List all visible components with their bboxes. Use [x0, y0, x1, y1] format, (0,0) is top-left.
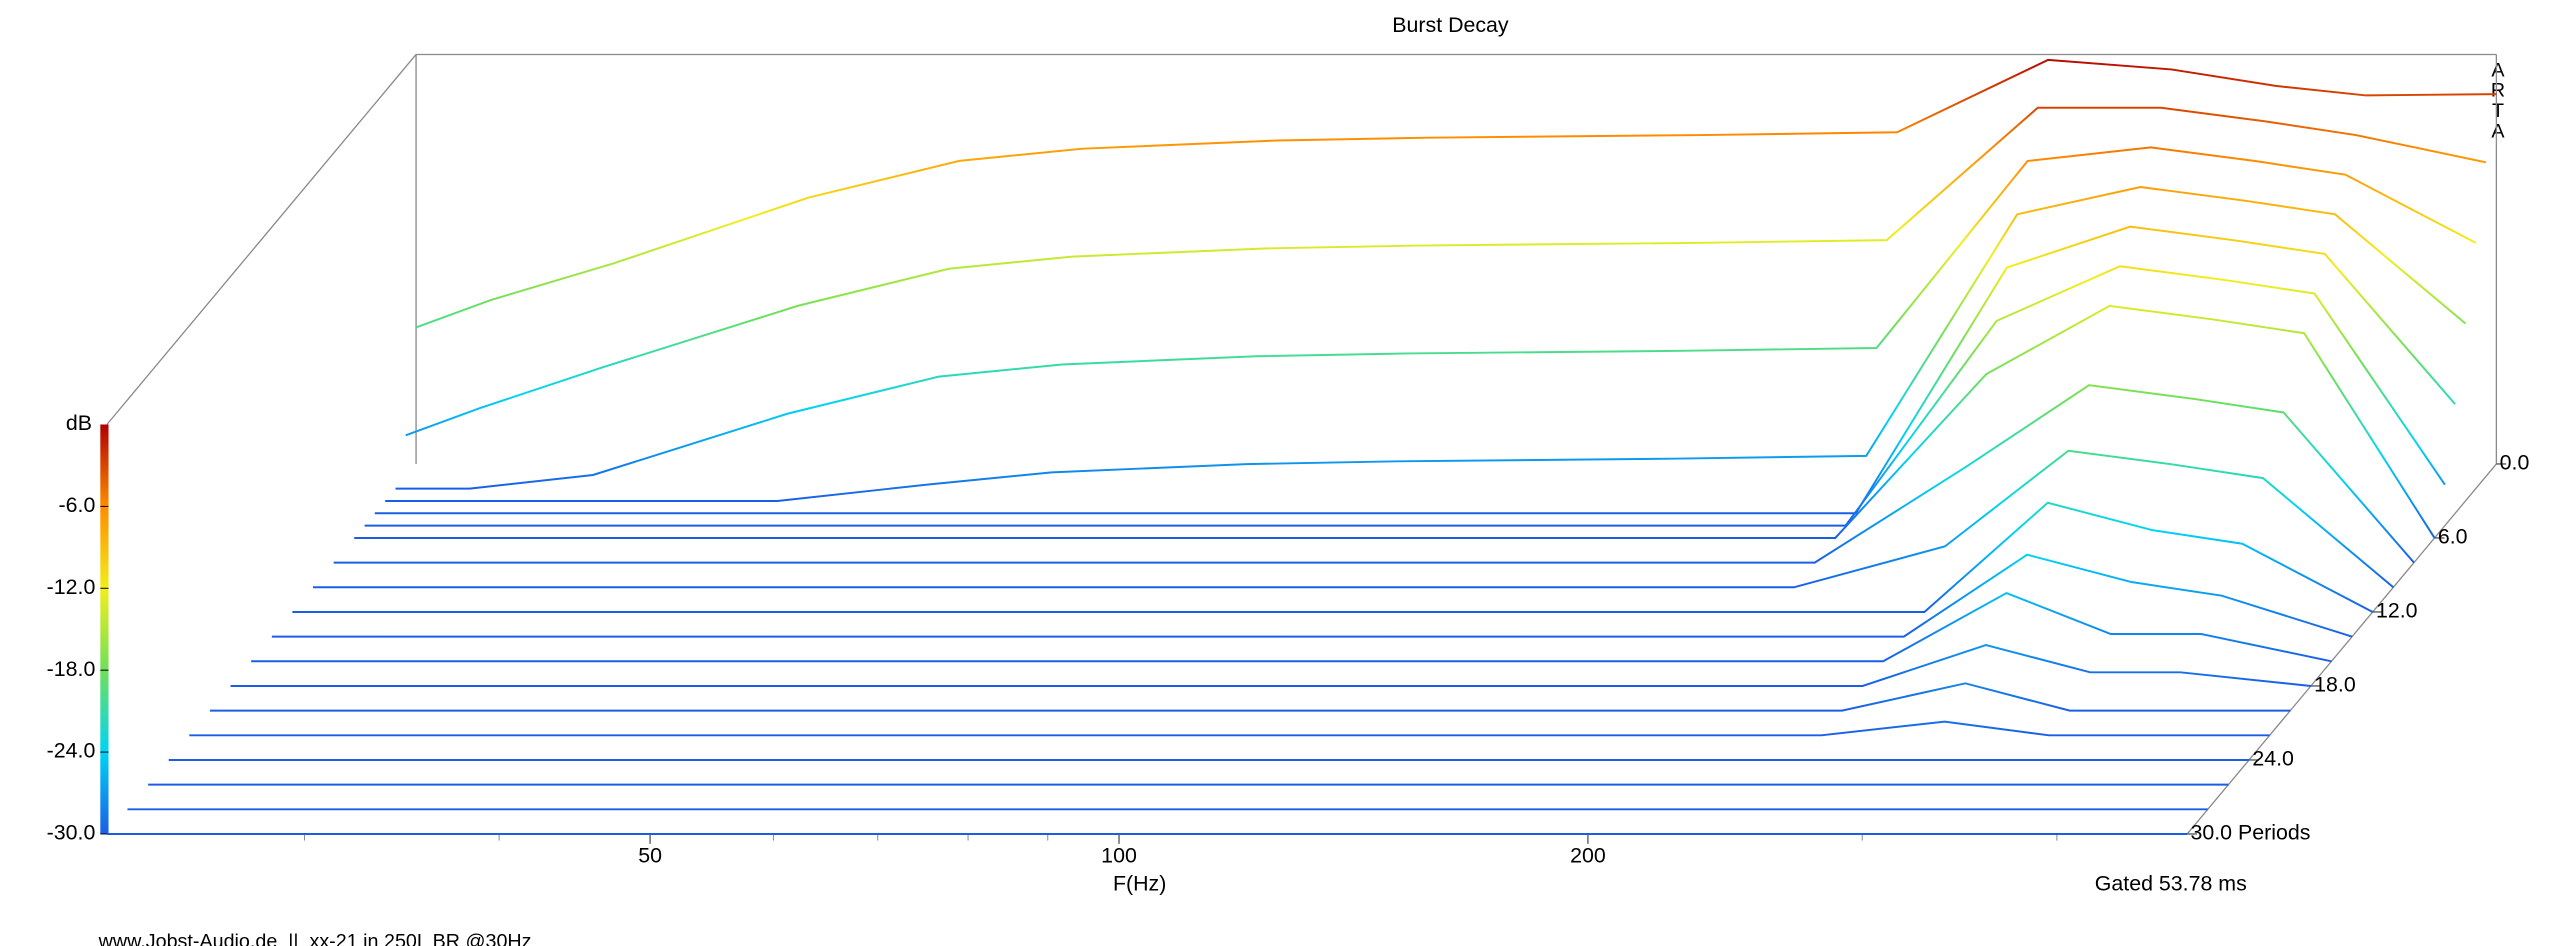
decay-slice — [210, 682, 2291, 712]
decay-slice — [395, 146, 2477, 490]
gate-note: Gated 53.78 ms — [2095, 872, 2247, 896]
z-tick-label: 18.0 — [2314, 673, 2356, 697]
y-tick-label: -18.0 — [47, 657, 96, 681]
x-axis-label: F(Hz) — [1113, 872, 1166, 896]
decay-slice — [364, 265, 2446, 527]
x-tick-label: 50 — [638, 844, 662, 868]
decay-slice — [251, 591, 2332, 663]
decay-slice — [312, 449, 2394, 589]
z-axis-line — [2186, 463, 2497, 835]
y-tick-label: -6.0 — [59, 493, 96, 517]
z-tick-label: 0.0 — [2500, 451, 2530, 475]
z-tick-label: 24.0 — [2252, 747, 2294, 771]
colorbar-label: dB — [66, 411, 92, 435]
decay-slice — [354, 304, 2436, 539]
decay-slice — [292, 501, 2374, 613]
y-tick-label: -30.0 — [47, 821, 96, 845]
decay-slice — [271, 553, 2353, 638]
y-tick-label: -12.0 — [47, 575, 96, 599]
decay-slice — [189, 720, 2270, 737]
decay-slice — [230, 643, 2311, 687]
z-tick-label: 12.0 — [2376, 599, 2418, 623]
colorbar — [100, 424, 109, 834]
z-tick-label: 30.0 Periods — [2190, 821, 2310, 845]
frame-edge — [106, 54, 417, 425]
brand: ARTA — [2487, 59, 2509, 140]
decay-slice — [374, 225, 2456, 515]
x-tick-label: 100 — [1101, 844, 1137, 868]
decay-slice — [333, 384, 2415, 564]
chart-title: Burst Decay — [1392, 13, 1509, 37]
decay-slice — [415, 58, 2497, 329]
footer: www.Jobst-Audio.de || xx-21 in 250L BR @… — [98, 931, 532, 946]
decay-slice — [405, 106, 2487, 437]
y-tick-label: -24.0 — [47, 739, 96, 763]
x-tick-label: 200 — [1570, 844, 1606, 868]
decay-slice — [385, 186, 2467, 502]
z-tick-label: 6.0 — [2438, 525, 2468, 549]
